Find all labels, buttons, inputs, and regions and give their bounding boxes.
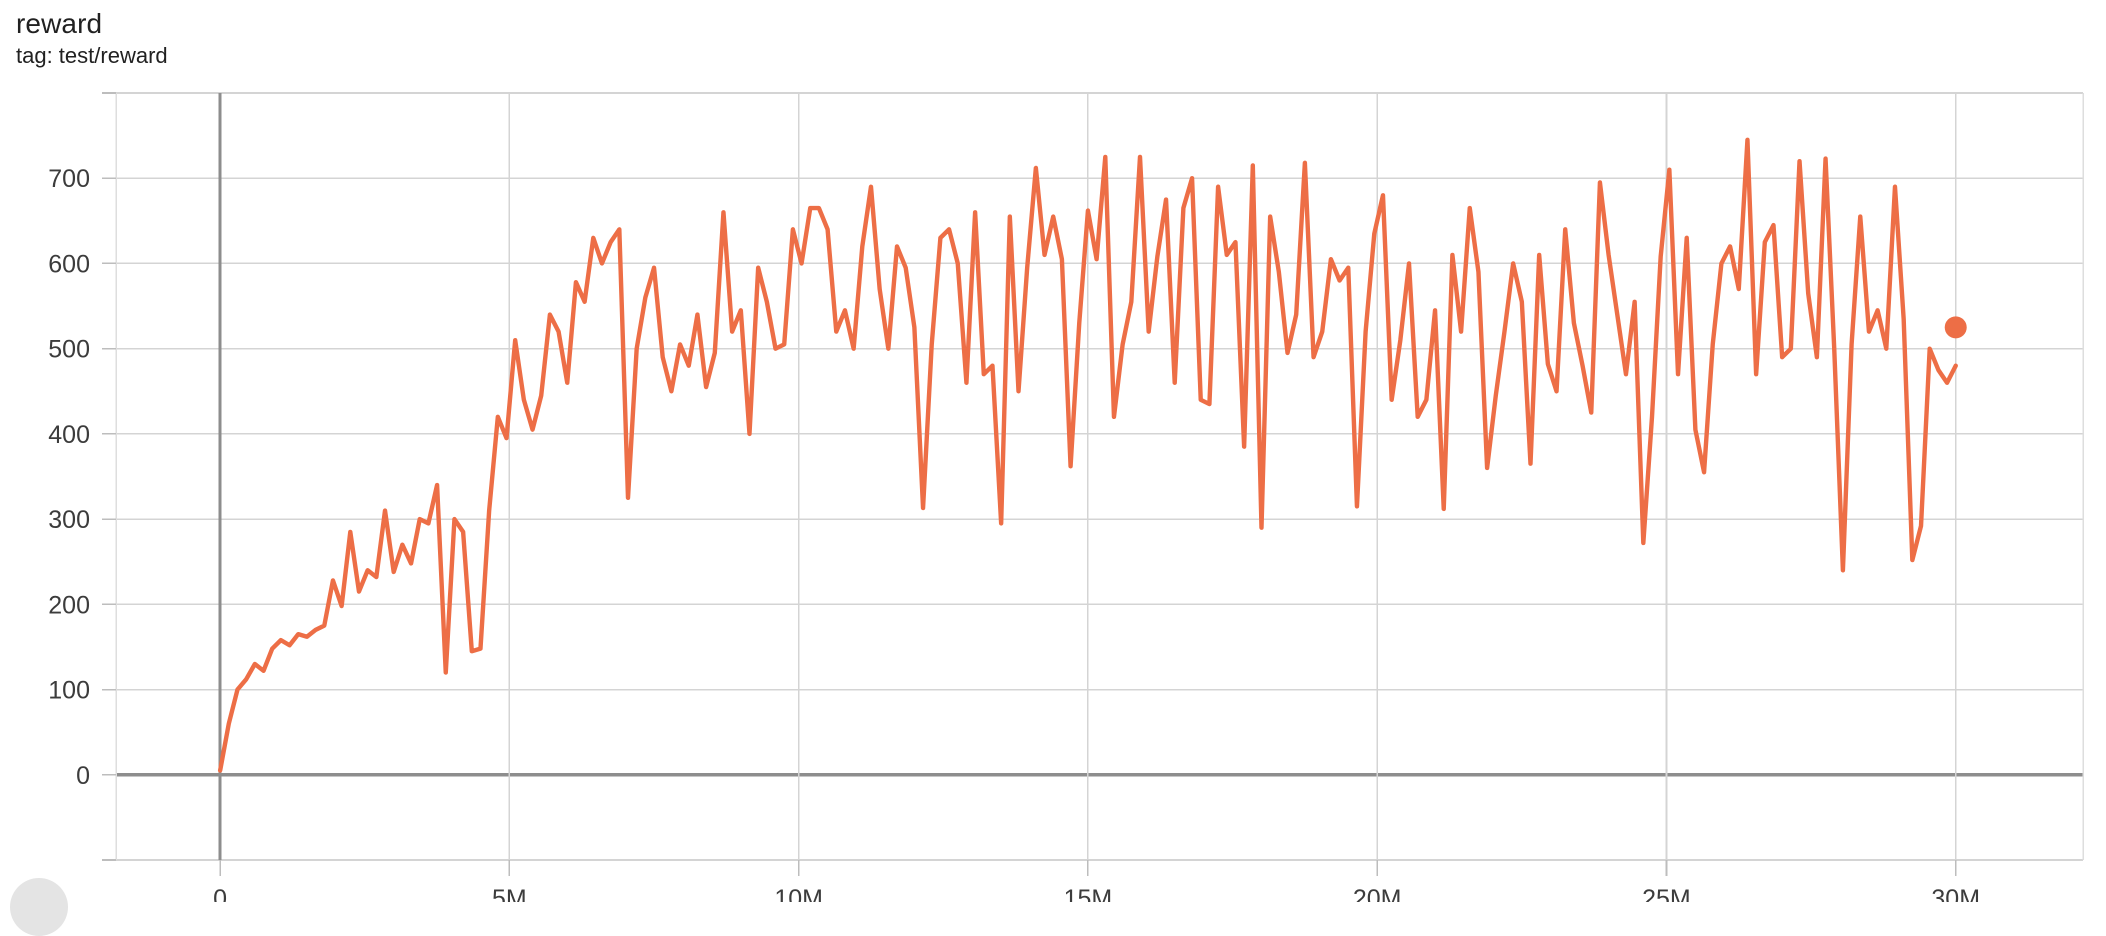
x-axis-tick-label: 20M: [1353, 885, 1402, 902]
y-axis-tick-label: 100: [48, 677, 90, 705]
x-axis-tick-label: 30M: [1931, 885, 1980, 902]
series-group: [217, 137, 1967, 773]
chart-tag-subtitle: tag: test/reward: [16, 43, 168, 69]
reward-line-chart[interactable]: 0 100 200 300 400 500 600 700 0 5M 10M 15M 20M 25M 30M: [0, 0, 2106, 902]
series-line-test-reward: [217, 137, 1958, 773]
chart-title: reward: [16, 8, 103, 39]
x-axis-tick-label: 15M: [1064, 885, 1113, 902]
y-axis-tick-label: 200: [48, 591, 90, 619]
tickmarks-group: [102, 92, 1957, 876]
x-axis-tick-label: 0: [213, 885, 227, 902]
axis-labels-group: 0 100 200 300 400 500 600 700 0 5M 10M 15M 20M 25M 30M: [48, 165, 1980, 902]
y-axis-tick-label: 300: [48, 506, 90, 534]
x-axis-tick-label: 10M: [774, 885, 823, 902]
y-axis-tick-label: 500: [48, 336, 90, 364]
x-axis-tick-label: 5M: [492, 885, 527, 902]
series-endpoint-marker: [1944, 316, 1967, 339]
chart-header: reward tag: test/reward: [16, 8, 168, 68]
plot-area[interactable]: 0 100 200 300 400 500 600 700 0 5M 10M 15M 20M 25M 30M: [0, 0, 2106, 902]
y-axis-tick-label: 700: [48, 165, 90, 193]
y-axis-tick-label: 400: [48, 421, 90, 449]
x-axis-tick-label: 25M: [1642, 885, 1691, 902]
y-axis-tick-label: 0: [76, 762, 90, 790]
y-axis-tick-label: 600: [48, 250, 90, 278]
